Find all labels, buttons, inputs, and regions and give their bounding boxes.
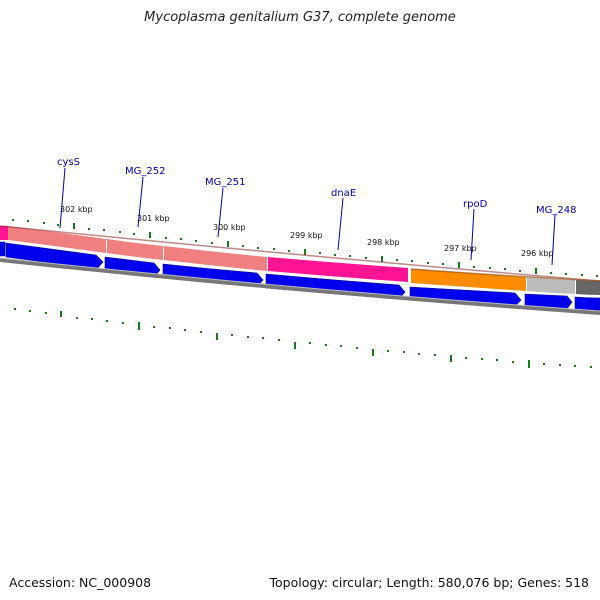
leader-line (137, 176, 144, 228)
gene-label-MG_252: MG_252 (125, 166, 165, 177)
cog-segment (164, 246, 267, 271)
inner-tick-track (14, 308, 592, 368)
cog-segment (411, 269, 526, 291)
position-label: 302 kbp (60, 205, 93, 214)
gene-arrow (0, 241, 6, 257)
position-labels: 302 kbp 301 kbp 300 kbp 299 kbp 298 kbp … (60, 205, 554, 258)
position-label: 299 kbp (290, 231, 323, 240)
gene-arrow (574, 296, 600, 312)
cog-segment (268, 257, 408, 282)
cog-segment (576, 280, 600, 295)
cog-segment (107, 239, 163, 260)
genome-summary: Topology: circular; Length: 580,076 bp; … (269, 575, 590, 590)
gene-label-dnaE: dnaE (331, 188, 356, 199)
gene-label-cysS: cysS (57, 157, 80, 168)
leader-line (551, 214, 556, 266)
map-title: Mycoplasma genitalium G37, complete geno… (144, 10, 456, 25)
cog-ring (0, 225, 600, 295)
position-label: 296 kbp (521, 249, 554, 258)
leader-line (337, 197, 344, 251)
leader-line (217, 187, 224, 238)
leader-line (59, 167, 66, 229)
gene-arrow (5, 242, 104, 271)
gene-label-rpoD: rpoD (463, 199, 488, 210)
position-label: 297 kbp (444, 244, 477, 253)
gene-label-MG_248: MG_248 (536, 205, 576, 216)
accession-text: Accession: NC_000908 (9, 575, 152, 590)
gene-labels: cysS MG_252 MG_251 dnaE rpoD MG_248 (57, 157, 576, 216)
leader-line (470, 208, 475, 261)
outer-tick-track (12, 219, 598, 277)
gene-leaders (59, 167, 556, 266)
cog-segment (527, 277, 575, 294)
position-label: 298 kbp (367, 238, 400, 247)
gene-label-MG_251: MG_251 (205, 177, 245, 188)
position-label: 301 kbp (137, 214, 170, 223)
cog-segment (0, 226, 8, 240)
cog-segment (8, 226, 106, 253)
position-label: 300 kbp (213, 223, 246, 232)
genome-backbone (0, 258, 600, 315)
